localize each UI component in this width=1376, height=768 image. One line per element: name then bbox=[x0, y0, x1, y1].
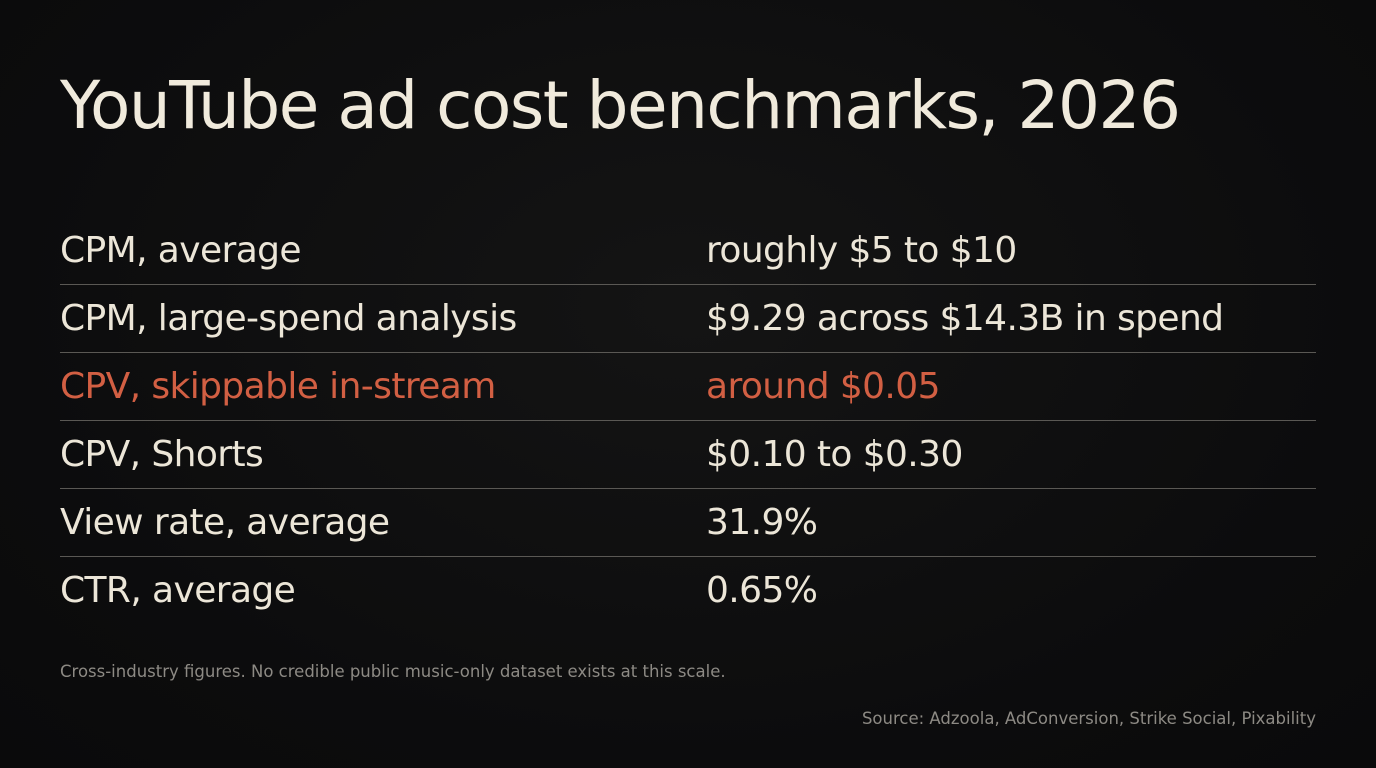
page-title: YouTube ad cost benchmarks, 2026 bbox=[60, 67, 1181, 144]
row-label: CPM, average bbox=[60, 229, 302, 271]
table-row: CPM, average roughly $5 to $10 bbox=[60, 217, 1316, 285]
row-label: CPV, Shorts bbox=[60, 433, 264, 475]
table-row: CPM, large-spend analysis $9.29 across $… bbox=[60, 285, 1316, 353]
table-row-highlighted: CPV, skippable in-stream around $0.05 bbox=[60, 353, 1316, 421]
row-value: roughly $5 to $10 bbox=[706, 229, 1017, 271]
row-value: around $0.05 bbox=[706, 365, 940, 407]
table-row: View rate, average 31.9% bbox=[60, 489, 1316, 557]
row-value: $0.10 to $0.30 bbox=[706, 433, 963, 475]
row-label: CTR, average bbox=[60, 570, 296, 611]
row-value: $9.29 across $14.3B in spend bbox=[706, 297, 1224, 339]
source-attribution: Source: Adzoola, AdConversion, Strike So… bbox=[861, 709, 1316, 728]
row-label: CPM, large-spend analysis bbox=[60, 297, 517, 339]
row-label: CPV, skippable in-stream bbox=[60, 365, 496, 407]
row-value: 0.65% bbox=[706, 570, 818, 611]
row-value: 31.9% bbox=[706, 501, 818, 543]
footnote: Cross-industry figures. No credible publ… bbox=[60, 662, 726, 681]
benchmark-table: CPM, average roughly $5 to $10 CPM, larg… bbox=[60, 217, 1316, 625]
table-row: CTR, average 0.65% bbox=[60, 557, 1316, 625]
row-label: View rate, average bbox=[60, 501, 390, 543]
table-row: CPV, Shorts $0.10 to $0.30 bbox=[60, 421, 1316, 489]
